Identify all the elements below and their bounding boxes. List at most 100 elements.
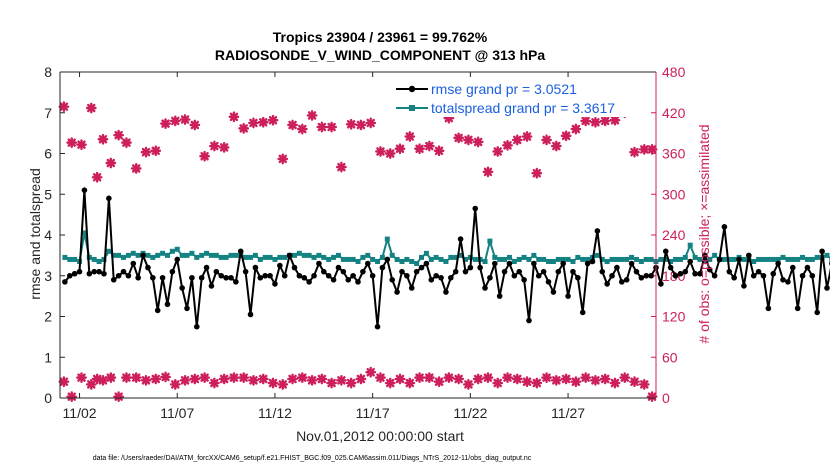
plot-area: 01234567806012018024030036042048011/0211… bbox=[44, 64, 830, 421]
rmse-point bbox=[413, 268, 420, 275]
obs-possible-marker bbox=[365, 117, 377, 129]
obs-possible-marker bbox=[482, 166, 494, 178]
totalspread-point bbox=[624, 256, 630, 262]
rmse-point bbox=[125, 272, 132, 279]
obs-assimilated-marker bbox=[113, 391, 125, 403]
totalspread-point bbox=[673, 256, 679, 262]
rmse-point bbox=[223, 274, 229, 281]
rmse-point bbox=[374, 323, 381, 330]
totalspread-point bbox=[658, 256, 664, 262]
totalspread-point bbox=[409, 258, 415, 264]
rmse-point bbox=[164, 301, 171, 308]
rmse-point bbox=[672, 272, 679, 279]
rmse-point bbox=[174, 256, 181, 263]
rmse-point bbox=[531, 260, 537, 267]
obs-assimilated-marker bbox=[580, 372, 592, 384]
obs-possible-marker bbox=[521, 131, 533, 142]
obs-possible-marker bbox=[199, 150, 211, 162]
totalspread-point bbox=[668, 258, 674, 264]
obs-possible-marker bbox=[646, 144, 658, 155]
rmse-point bbox=[277, 262, 283, 269]
obs-possible-marker bbox=[58, 101, 70, 113]
totalspread-point bbox=[443, 258, 449, 264]
rmse-point bbox=[584, 260, 591, 267]
obs-possible-marker bbox=[113, 129, 125, 141]
totalspread-point bbox=[482, 258, 488, 264]
rmse-point bbox=[228, 274, 234, 281]
obs-assimilated-marker bbox=[590, 374, 601, 386]
rmse-point bbox=[286, 252, 293, 259]
obs-assimilated-marker bbox=[619, 372, 631, 384]
obs-assimilated-marker bbox=[150, 373, 162, 385]
obs-assimilated-marker bbox=[638, 379, 650, 390]
rmse-point bbox=[394, 289, 400, 295]
rmse-point bbox=[291, 264, 298, 271]
totalspread-point bbox=[580, 256, 586, 262]
rmse-point bbox=[257, 274, 264, 281]
obs-possible-marker bbox=[560, 130, 572, 142]
totalspread-point bbox=[453, 254, 459, 260]
legend-spread-marker bbox=[409, 105, 415, 111]
totalspread-point bbox=[257, 256, 263, 262]
totalspread-point bbox=[228, 252, 234, 258]
totalspread-point bbox=[751, 258, 757, 264]
totalspread-point bbox=[150, 254, 156, 260]
totalspread-point bbox=[795, 256, 801, 262]
rmse-point bbox=[736, 256, 742, 263]
rmse-point bbox=[609, 272, 615, 279]
obs-possible-marker bbox=[463, 134, 474, 146]
obs-assimilated-marker bbox=[453, 373, 465, 385]
totalspread-point bbox=[760, 256, 766, 262]
totalspread-point bbox=[355, 258, 361, 264]
totalspread-point bbox=[555, 256, 561, 262]
totalspread-point bbox=[824, 252, 830, 258]
totalspread-point bbox=[682, 254, 688, 260]
legend-box bbox=[392, 77, 642, 117]
totalspread-point bbox=[404, 256, 410, 262]
totalspread-point bbox=[145, 252, 151, 258]
totalspread-point bbox=[785, 256, 791, 262]
rmse-point bbox=[594, 228, 601, 234]
obs-possible-marker bbox=[638, 144, 650, 155]
rmse-point bbox=[379, 264, 386, 271]
totalspread-point bbox=[565, 256, 571, 262]
totalspread-point bbox=[487, 238, 493, 244]
rmse-point bbox=[418, 264, 425, 271]
obs-assimilated-marker bbox=[355, 373, 367, 385]
obs-assimilated-marker bbox=[76, 372, 87, 384]
totalspread-point bbox=[497, 256, 503, 262]
obs-possible-marker bbox=[511, 134, 523, 146]
obs-possible-marker bbox=[208, 140, 220, 152]
obs-assimilated-marker bbox=[345, 377, 357, 389]
rmse-point bbox=[721, 224, 728, 230]
obs-assimilated-marker bbox=[541, 372, 552, 384]
y2-tick-label: 420 bbox=[662, 105, 686, 121]
rmse-point bbox=[150, 274, 156, 281]
obs-possible-marker bbox=[629, 146, 640, 158]
obs-possible-marker bbox=[355, 119, 367, 131]
rmse-point bbox=[198, 274, 205, 281]
y-tick-label: 4 bbox=[44, 227, 52, 243]
x-tick-label: 11/17 bbox=[356, 405, 390, 421]
totalspread-point bbox=[726, 256, 732, 262]
totalspread-point bbox=[804, 256, 810, 262]
totalspread-point bbox=[765, 256, 771, 262]
totalspread-point bbox=[423, 250, 429, 256]
totalspread-point bbox=[360, 254, 366, 260]
totalspread-point bbox=[604, 258, 610, 264]
obs-assimilated-marker bbox=[296, 372, 308, 384]
rmse-point bbox=[604, 281, 610, 287]
obs-assimilated-marker bbox=[570, 376, 582, 388]
rmse-point bbox=[599, 268, 606, 275]
totalspread-point bbox=[194, 254, 200, 260]
rmse-point bbox=[242, 268, 249, 275]
totalspread-point bbox=[272, 256, 278, 262]
totalspread-point bbox=[233, 252, 239, 258]
obs-assimilated-marker bbox=[414, 372, 425, 384]
rmse-point bbox=[467, 264, 474, 271]
totalspread-point bbox=[458, 252, 464, 258]
totalspread-point bbox=[399, 258, 405, 264]
rmse-point bbox=[794, 305, 801, 312]
totalspread-point bbox=[72, 256, 78, 262]
y-tick-label: 8 bbox=[44, 64, 52, 80]
